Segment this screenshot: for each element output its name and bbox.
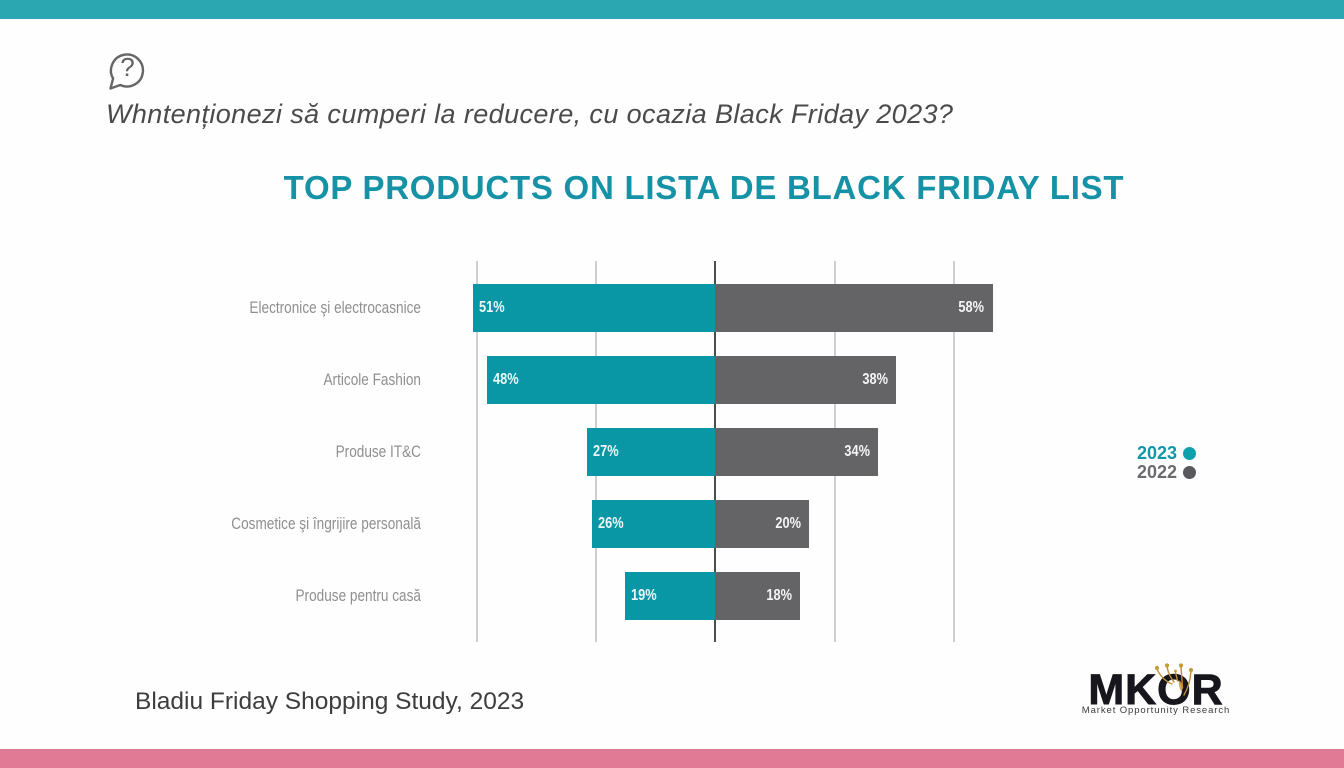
svg-text:?: ?: [120, 52, 134, 82]
